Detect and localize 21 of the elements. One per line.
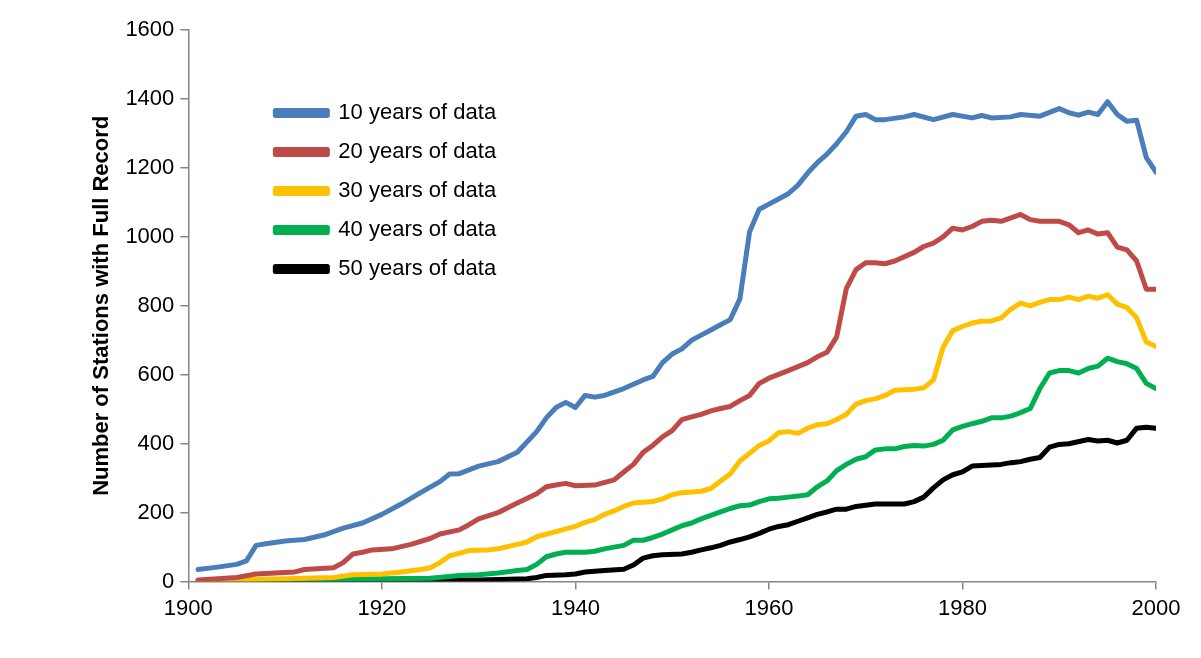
x-tick-label: 1900 (163, 594, 213, 620)
y-tick-label: 0 (162, 567, 175, 593)
legend-label: 20 years of data (338, 138, 497, 164)
y-tick-label: 800 (137, 291, 175, 317)
y-tick-label: 1200 (125, 153, 175, 179)
y-tick-label: 400 (137, 429, 175, 455)
y-tick-label: 600 (137, 360, 175, 386)
legend-label: 10 years of data (338, 99, 497, 125)
legend-label: 50 years of data (338, 255, 497, 281)
legend-label: 30 years of data (338, 177, 497, 203)
x-tick-label: 2000 (1131, 594, 1181, 620)
x-tick-label: 1920 (357, 594, 407, 620)
y-tick-label: 1600 (125, 16, 175, 42)
x-tick-label: 1960 (744, 594, 794, 620)
x-tick-label: 1980 (937, 594, 987, 620)
legend-label: 40 years of data (338, 216, 497, 242)
y-tick-label: 1400 (125, 85, 175, 111)
y-tick-label: 1000 (125, 222, 175, 248)
x-tick-label: 1940 (550, 594, 600, 620)
y-tick-label: 200 (137, 498, 175, 524)
y-axis-title: Number of Stations with Full Record (88, 115, 114, 496)
